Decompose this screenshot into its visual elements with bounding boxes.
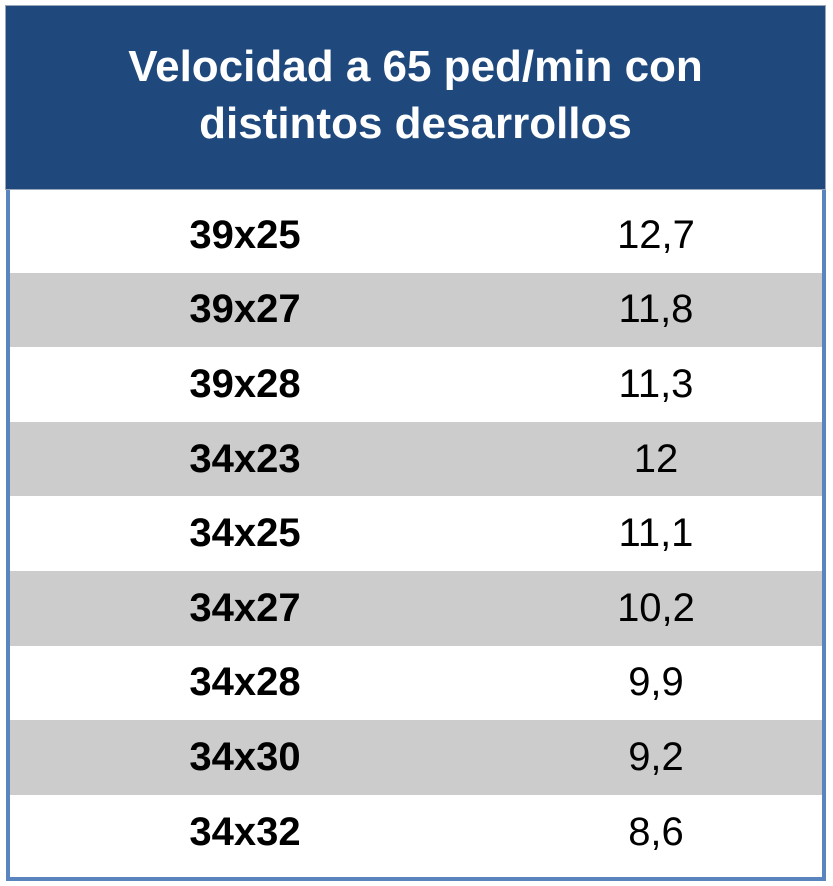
gear-cell: 39x25 — [189, 212, 301, 257]
speed-cell: 12,7 — [617, 212, 695, 257]
table-row: 34x23 12 — [10, 421, 822, 497]
gear-cell: 34x25 — [189, 511, 301, 556]
gear-cell: 34x32 — [189, 809, 301, 854]
table-row: 39x27 11,8 — [10, 272, 822, 348]
gear-cell: 34x27 — [189, 585, 301, 630]
rows: 39x25 12,7 39x27 11,8 39x28 11,3 34x23 12 34x25 1… — [10, 198, 822, 869]
gear-cell: 39x28 — [189, 361, 301, 406]
speed-cell: 11,1 — [618, 511, 694, 556]
table-row: 34x27 10,2 — [10, 570, 822, 646]
table-body: 39x25 12,7 39x27 11,8 39x28 11,3 34x23 12 34x25 1… — [6, 190, 826, 881]
gear-cell: 34x30 — [189, 734, 301, 779]
table-title: Velocidad a 65 ped/min con distintos des… — [128, 41, 703, 148]
speed-cell: 12 — [633, 436, 679, 481]
speed-cell: 11,8 — [618, 287, 694, 332]
table-row: 34x30 9,2 — [10, 720, 822, 795]
speed-cell: 8,6 — [628, 809, 684, 854]
speed-cell: 10,2 — [617, 585, 695, 630]
gear-cell: 34x28 — [189, 660, 301, 705]
gear-cell: 34x23 — [189, 436, 301, 481]
table-row: 39x28 11,3 — [10, 347, 822, 422]
table-header: Velocidad a 65 ped/min con distintos des… — [5, 5, 826, 190]
table-row: 34x32 8,6 — [10, 795, 822, 870]
table-row: 34x25 11,1 — [10, 496, 822, 571]
speed-cell: 11,3 — [618, 361, 694, 406]
gear-cell: 39x27 — [189, 287, 301, 332]
table-row: 34x28 9,9 — [10, 646, 822, 721]
speed-cell: 9,2 — [628, 734, 684, 779]
table-row: 39x25 12,7 — [10, 198, 822, 273]
speed-cell: 9,9 — [628, 660, 684, 705]
